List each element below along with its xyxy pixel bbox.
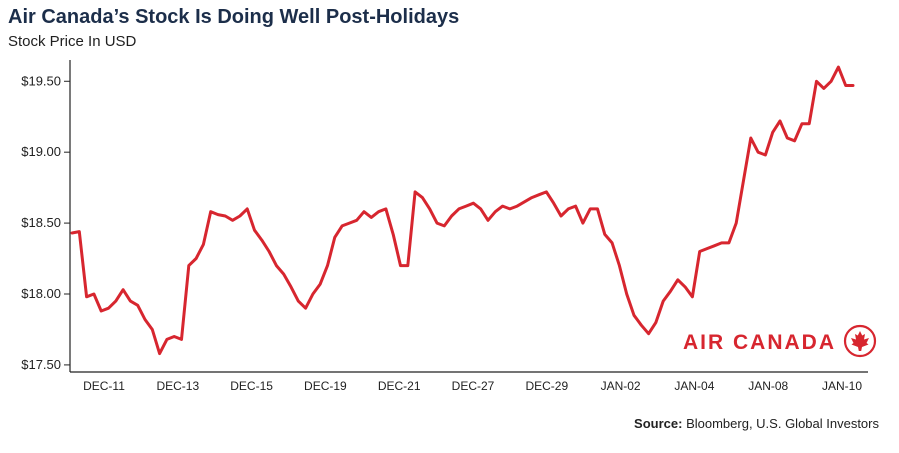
x-tick-label: DEC-13 bbox=[156, 379, 199, 393]
y-tick-label: $18.50 bbox=[21, 215, 61, 230]
axes bbox=[69, 60, 868, 373]
y-tick-label: $18.00 bbox=[21, 286, 61, 301]
y-tick-label: $19.00 bbox=[21, 144, 61, 159]
y-tick-label: $19.50 bbox=[21, 73, 61, 88]
logo-wordmark: AIR CANADA bbox=[683, 331, 836, 354]
source-text: Bloomberg, U.S. Global Investors bbox=[686, 416, 879, 431]
series-layer bbox=[70, 65, 855, 356]
x-tick-label: DEC-29 bbox=[525, 379, 568, 393]
y-tick-label: $17.50 bbox=[21, 357, 61, 372]
x-tick-label: DEC-21 bbox=[378, 379, 421, 393]
x-tick-label: DEC-15 bbox=[230, 379, 273, 393]
x-tick-label: JAN-02 bbox=[601, 379, 641, 393]
source-label: Source: bbox=[634, 416, 683, 431]
chart-subtitle: Stock Price In USD bbox=[8, 33, 137, 50]
price-line bbox=[70, 65, 855, 356]
x-tick-label: JAN-10 bbox=[822, 379, 862, 393]
x-axis-ticks: DEC-11 DEC-13 DEC-15 DEC-19 DEC-21 DEC-27 DEC-… bbox=[83, 379, 862, 393]
source-note: Source: Bloomberg, U.S. Global Investors bbox=[634, 416, 879, 431]
x-tick-label: JAN-08 bbox=[748, 379, 788, 393]
x-tick-label: DEC-27 bbox=[452, 379, 495, 393]
chart-title: Air Canada’s Stock Is Doing Well Post-Ho… bbox=[8, 6, 460, 28]
air-canada-logo: AIR CANADA bbox=[683, 324, 877, 358]
maple-leaf-roundel-icon bbox=[843, 324, 877, 358]
x-tick-label: DEC-19 bbox=[304, 379, 347, 393]
x-tick-label: JAN-04 bbox=[674, 379, 714, 393]
y-axis-ticks: $17.50 $18.00 $18.50 $19.00 $19.50 bbox=[21, 73, 70, 372]
x-tick-label: DEC-11 bbox=[83, 379, 125, 393]
